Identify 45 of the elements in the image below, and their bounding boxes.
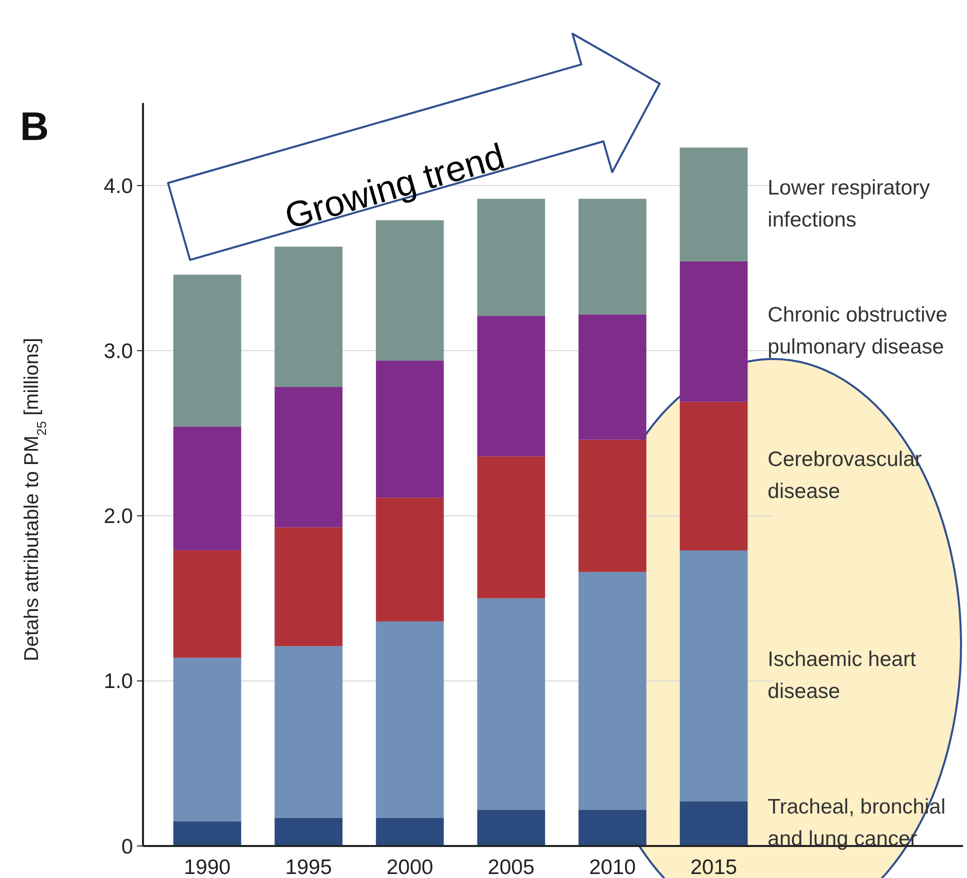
bar xyxy=(680,148,748,262)
bar xyxy=(680,402,748,550)
x-tick-label: 2000 xyxy=(386,856,434,878)
bar xyxy=(680,262,748,402)
bar xyxy=(578,810,646,846)
y-tick-label: 1.0 xyxy=(104,670,133,694)
bar xyxy=(578,440,646,572)
bar xyxy=(274,818,342,846)
bar xyxy=(274,646,342,818)
series-label: Ischaemic heart disease xyxy=(768,648,916,703)
x-tick-label: 2005 xyxy=(488,856,535,878)
chart-title: B xyxy=(20,105,49,149)
x-tick-label: 1995 xyxy=(285,856,332,878)
bar xyxy=(173,821,242,846)
series-label: Chronic obstructive pulmonary disease xyxy=(768,304,948,359)
bar xyxy=(578,572,646,810)
bar xyxy=(477,598,546,810)
bar xyxy=(274,527,342,646)
bar xyxy=(477,810,546,846)
bar xyxy=(173,274,242,427)
annotation: Growing trend xyxy=(280,135,509,237)
x-tick-label: 2010 xyxy=(589,856,636,878)
bar xyxy=(680,550,748,802)
y-tick-label: 0 xyxy=(121,835,133,858)
bar xyxy=(477,198,546,316)
bar xyxy=(274,386,342,528)
x-tick-label: 2015 xyxy=(690,856,738,878)
bar xyxy=(173,658,242,822)
y-tick-label: 4.0 xyxy=(104,174,133,198)
y-tick-label: 2.0 xyxy=(104,505,133,528)
bar xyxy=(477,316,546,456)
bar xyxy=(578,314,646,440)
y-tick-label: 3.0 xyxy=(104,340,133,364)
bar xyxy=(173,426,242,550)
bar xyxy=(376,818,444,846)
bar xyxy=(680,801,748,846)
series-label: Lower respiratory infections xyxy=(768,176,930,232)
bar xyxy=(274,246,342,387)
bar xyxy=(578,198,646,314)
bar xyxy=(477,456,546,598)
bar xyxy=(376,621,444,818)
bar xyxy=(173,550,242,658)
x-tick-label: 1990 xyxy=(184,856,231,878)
bar xyxy=(376,360,444,498)
bar xyxy=(376,498,444,622)
